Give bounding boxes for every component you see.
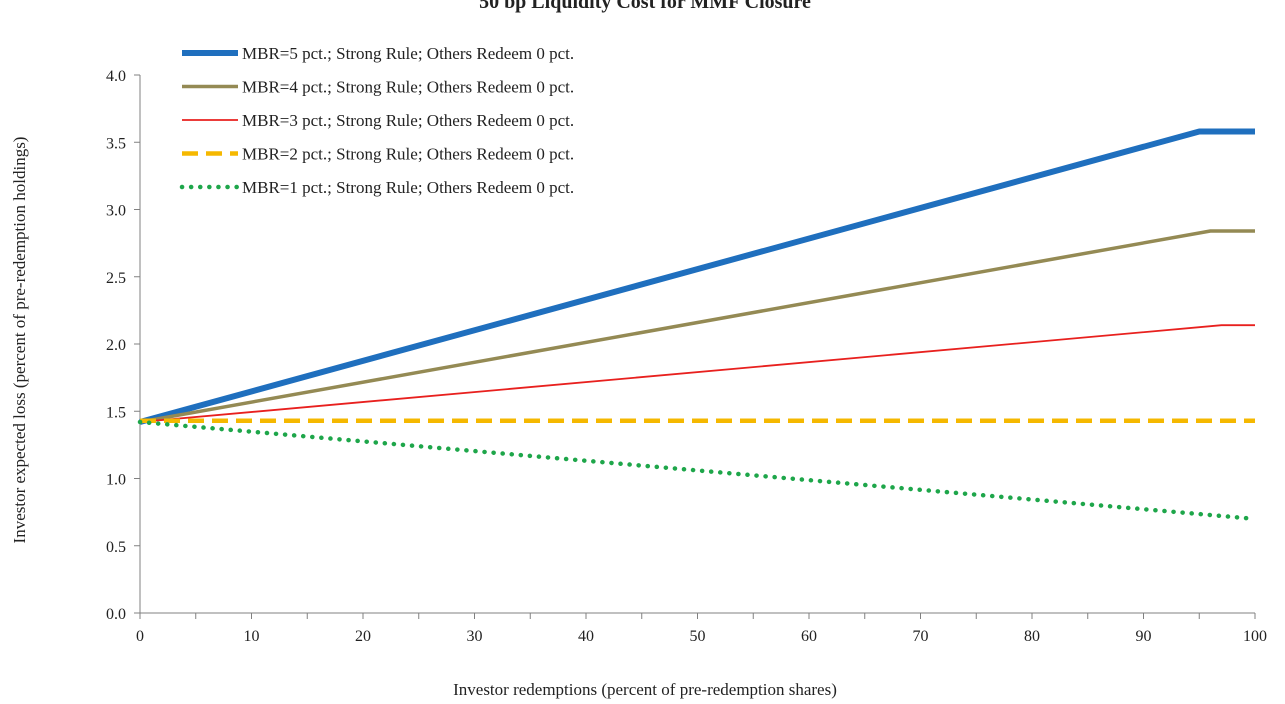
y-tick-label: 0.0 <box>106 606 126 623</box>
y-tick-label: 1.5 <box>106 404 126 421</box>
series-line-5 <box>137 419 1258 522</box>
legend-label-5: MBR=1 pct.; Strong Rule; Others Redeem 0… <box>242 178 574 197</box>
x-tick-label: 0 <box>136 628 144 645</box>
series-line-1 <box>139 128 1255 425</box>
x-axis-title: Investor redemptions (percent of pre-red… <box>453 680 837 699</box>
x-tick-label: 90 <box>1136 628 1152 645</box>
x-tick-label: 10 <box>244 628 260 645</box>
chart-title: 50 bp Liquidity Cost for MMF Closure <box>479 0 811 13</box>
series-line-3 <box>139 324 1255 423</box>
legend-label-3: MBR=3 pct.; Strong Rule; Others Redeem 0… <box>242 111 574 130</box>
legend-label-2: MBR=4 pct.; Strong Rule; Others Redeem 0… <box>242 78 574 97</box>
series-line-2 <box>139 229 1255 424</box>
x-tick-label: 70 <box>913 628 929 645</box>
y-tick-label: 3.0 <box>106 203 126 220</box>
series-group <box>137 128 1258 522</box>
x-tick-label: 60 <box>801 628 817 645</box>
x-tick-label: 50 <box>690 628 706 645</box>
y-tick-label: 3.5 <box>106 135 126 152</box>
x-tick-label: 20 <box>355 628 371 645</box>
y-tick-label: 1.0 <box>106 472 126 489</box>
y-tick-label: 2.0 <box>106 337 126 354</box>
y-tick-label: 4.0 <box>106 68 126 85</box>
y-axis-title: Investor expected loss (percent of pre-r… <box>10 137 29 544</box>
legend-label-1: MBR=5 pct.; Strong Rule; Others Redeem 0… <box>242 44 574 63</box>
x-tick-label: 80 <box>1024 628 1040 645</box>
legend: MBR=5 pct.; Strong Rule; Others Redeem 0… <box>179 44 574 197</box>
y-tick-label: 2.5 <box>106 270 126 287</box>
y-tick-label: 0.5 <box>106 539 126 556</box>
x-tick-label: 30 <box>467 628 483 645</box>
x-tick-label: 40 <box>578 628 594 645</box>
axes: 0.0 0.5 1.0 1.5 2.0 2.5 3.0 3.5 4.0 0 10 20 30 40 50 60… <box>106 68 1267 645</box>
legend-label-4: MBR=2 pct.; Strong Rule; Others Redeem 0… <box>242 145 574 164</box>
x-tick-label: 100 <box>1243 628 1267 645</box>
